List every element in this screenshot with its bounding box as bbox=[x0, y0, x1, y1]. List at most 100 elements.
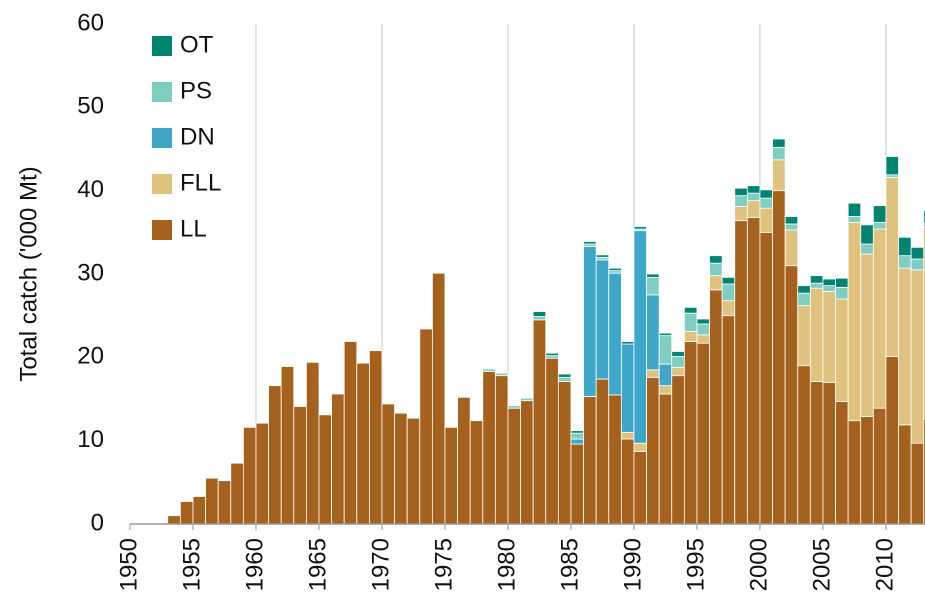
bar-segment bbox=[696, 318, 710, 325]
legend-label: PS bbox=[180, 77, 212, 104]
x-tick-label: 1975 bbox=[430, 538, 457, 591]
bar-segment bbox=[230, 462, 244, 525]
bar-segment bbox=[356, 362, 370, 525]
bar-segment bbox=[633, 442, 647, 452]
bar-segment bbox=[557, 376, 572, 382]
bar-segment bbox=[872, 205, 887, 223]
bar-segment bbox=[910, 269, 925, 444]
bar-segment bbox=[898, 236, 912, 257]
bars bbox=[167, 138, 925, 525]
bar-segment bbox=[658, 393, 673, 525]
bar-segment bbox=[809, 287, 824, 382]
bar-segment bbox=[772, 146, 786, 161]
bar-segment bbox=[822, 285, 836, 292]
bar-segment bbox=[923, 210, 925, 224]
bar-segment bbox=[746, 200, 761, 218]
legend-label: OT bbox=[180, 31, 214, 58]
bar-segment bbox=[646, 294, 660, 371]
bar-segment bbox=[167, 515, 181, 525]
bar-segment bbox=[671, 356, 685, 368]
bar-segment bbox=[620, 343, 635, 433]
legend-label: DN bbox=[180, 123, 215, 150]
bar-segment bbox=[759, 231, 773, 525]
bar-segment bbox=[822, 278, 836, 287]
bar-segment bbox=[885, 176, 899, 357]
bar-segment bbox=[406, 417, 421, 525]
bar-segment bbox=[696, 342, 710, 525]
bar-segment bbox=[268, 385, 282, 525]
bar-segment bbox=[570, 438, 584, 445]
bar-segment bbox=[683, 312, 698, 332]
bar-segment bbox=[633, 226, 647, 230]
bar-segment bbox=[469, 420, 484, 525]
bar-segment bbox=[179, 501, 194, 525]
x-tick-label: 1955 bbox=[178, 538, 205, 591]
bar-segment bbox=[595, 378, 610, 525]
bar-segment bbox=[457, 396, 471, 525]
x-tick-label: 1990 bbox=[619, 538, 646, 591]
bar-segment bbox=[381, 403, 395, 525]
bar-segment bbox=[646, 273, 660, 278]
bar-segment bbox=[646, 376, 660, 525]
bar-segment bbox=[709, 275, 723, 291]
bar-segment bbox=[797, 292, 811, 307]
axes: 0 10 20 30 40 50 60 1950 1955 1960 1965 1970 1975 198… bbox=[77, 9, 925, 591]
bar-segment bbox=[860, 224, 874, 245]
bar-segment bbox=[583, 241, 597, 245]
bar-segment bbox=[671, 375, 685, 525]
bar-segment bbox=[910, 258, 925, 271]
bar-segment bbox=[734, 220, 748, 525]
legend-label: LL bbox=[180, 215, 207, 242]
bar-segment bbox=[772, 190, 786, 525]
bar-segment bbox=[646, 276, 660, 296]
bar-segment bbox=[872, 221, 887, 230]
legend-swatch bbox=[152, 82, 172, 102]
x-tick-label: 1985 bbox=[556, 538, 583, 591]
x-tick-label: 1950 bbox=[115, 538, 142, 591]
bar-segment bbox=[809, 282, 824, 289]
bar-segment bbox=[809, 275, 824, 284]
bar-segment bbox=[683, 331, 698, 342]
bar-segment bbox=[658, 335, 673, 365]
bar-segment bbox=[721, 283, 736, 302]
bar-segment bbox=[583, 246, 597, 397]
bar-segment bbox=[898, 267, 912, 426]
bar-segment bbox=[293, 406, 307, 525]
bar-segment bbox=[444, 426, 458, 525]
legend-label: FLL bbox=[180, 169, 221, 196]
bar-segment bbox=[885, 356, 899, 525]
bar-segment bbox=[696, 323, 710, 336]
x-tick-label: 1970 bbox=[367, 538, 394, 591]
bar-segment bbox=[633, 230, 647, 444]
bar-segment bbox=[860, 243, 874, 255]
bar-segment bbox=[885, 156, 899, 176]
bar-segment bbox=[419, 328, 433, 525]
bar-segment bbox=[658, 363, 673, 387]
bar-segment bbox=[860, 416, 874, 525]
bar-segment bbox=[759, 189, 773, 199]
bar-segment bbox=[305, 361, 320, 525]
legend: LL FLL DN PS OT bbox=[152, 31, 221, 242]
bar-segment bbox=[746, 185, 761, 194]
bar-segment bbox=[923, 226, 925, 420]
bar-segment bbox=[898, 255, 912, 269]
bar-segment bbox=[797, 285, 811, 294]
bar-segment bbox=[872, 228, 887, 409]
y-tick-label: 0 bbox=[91, 509, 104, 536]
bar-segment bbox=[545, 352, 559, 357]
x-tick-label: 1995 bbox=[682, 538, 709, 591]
bar-segment bbox=[671, 366, 685, 377]
y-tick-label: 40 bbox=[77, 176, 104, 203]
bar-segment bbox=[784, 223, 799, 231]
bar-segment bbox=[772, 159, 786, 192]
bar-segment bbox=[570, 432, 584, 440]
bar-segment bbox=[255, 422, 269, 525]
bar-segment bbox=[431, 272, 446, 525]
y-tick-label: 10 bbox=[77, 426, 104, 453]
x-tick-label: 1965 bbox=[304, 538, 331, 591]
bar-segment bbox=[847, 221, 862, 422]
bar-segment bbox=[217, 480, 232, 525]
bar-segment bbox=[759, 197, 773, 209]
bar-segment bbox=[835, 401, 849, 525]
bar-segment bbox=[507, 407, 521, 525]
